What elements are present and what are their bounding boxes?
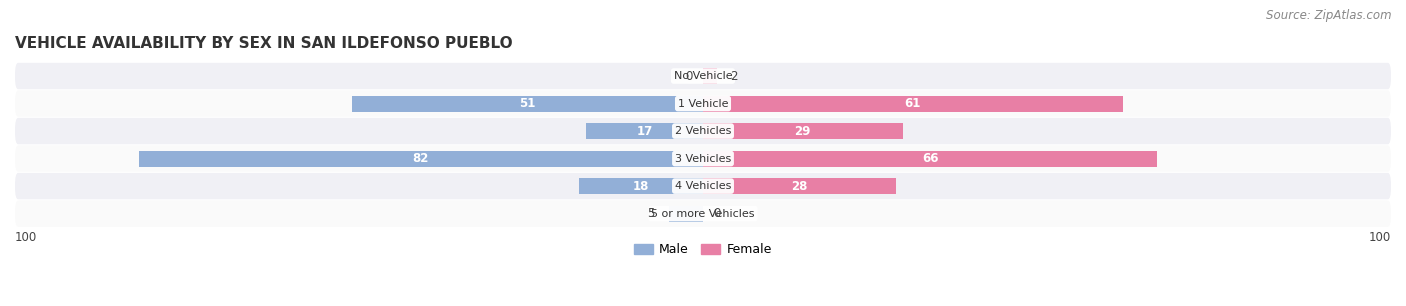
Text: 51: 51: [519, 97, 536, 110]
Bar: [586, 123, 703, 139]
Bar: [703, 123, 903, 139]
Bar: [703, 95, 1122, 111]
Bar: [579, 178, 703, 194]
Legend: Male, Female: Male, Female: [630, 238, 776, 261]
Text: 66: 66: [922, 152, 938, 165]
Text: 61: 61: [904, 97, 921, 110]
Text: VEHICLE AVAILABILITY BY SEX IN SAN ILDEFONSO PUEBLO: VEHICLE AVAILABILITY BY SEX IN SAN ILDEF…: [15, 36, 513, 51]
Text: 2 Vehicles: 2 Vehicles: [675, 126, 731, 136]
Text: 4 Vehicles: 4 Vehicles: [675, 181, 731, 191]
Text: 2: 2: [731, 69, 738, 83]
Bar: [703, 68, 717, 84]
Text: 100: 100: [1369, 231, 1391, 244]
FancyBboxPatch shape: [15, 145, 1391, 172]
Text: 5 or more Vehicles: 5 or more Vehicles: [651, 209, 755, 218]
FancyBboxPatch shape: [15, 90, 1391, 117]
Bar: [139, 151, 703, 166]
Bar: [703, 151, 1157, 166]
Text: 5: 5: [648, 207, 655, 220]
Text: 28: 28: [792, 180, 807, 192]
Bar: [703, 178, 896, 194]
FancyBboxPatch shape: [15, 63, 1391, 89]
FancyBboxPatch shape: [15, 200, 1391, 227]
Text: 0: 0: [685, 69, 693, 83]
Text: 18: 18: [633, 180, 650, 192]
Text: 0: 0: [713, 207, 721, 220]
Text: 17: 17: [637, 125, 652, 138]
FancyBboxPatch shape: [15, 173, 1391, 199]
Text: Source: ZipAtlas.com: Source: ZipAtlas.com: [1267, 9, 1392, 22]
Text: 29: 29: [794, 125, 811, 138]
Text: 1 Vehicle: 1 Vehicle: [678, 99, 728, 109]
Text: 3 Vehicles: 3 Vehicles: [675, 154, 731, 164]
Text: No Vehicle: No Vehicle: [673, 71, 733, 81]
Text: 82: 82: [413, 152, 429, 165]
FancyBboxPatch shape: [15, 118, 1391, 144]
Bar: [352, 95, 703, 111]
Text: 100: 100: [15, 231, 37, 244]
Bar: [669, 206, 703, 222]
